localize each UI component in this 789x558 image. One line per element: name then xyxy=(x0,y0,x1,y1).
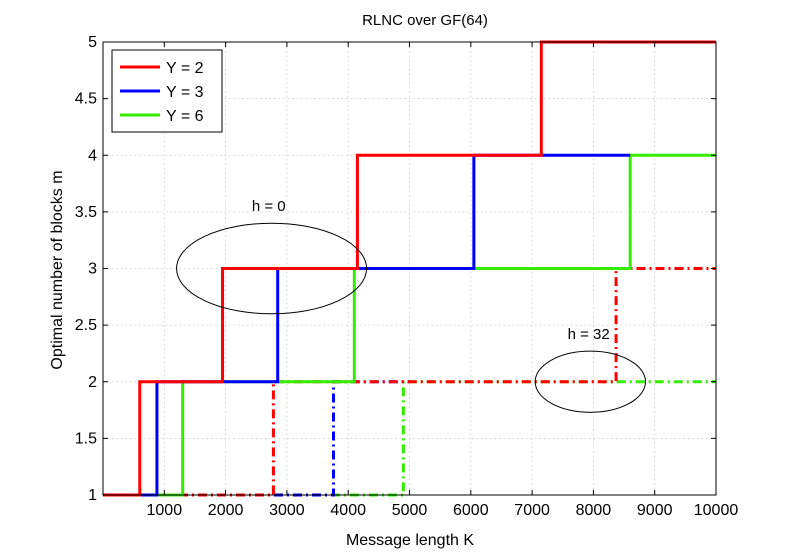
y-axis-label: Optimal number of blocks m xyxy=(49,170,66,369)
y-tick-label-3: 2.5 xyxy=(75,317,97,334)
x-tick-label-4: 5000 xyxy=(392,502,428,519)
annotation-ellipse-1 xyxy=(534,350,647,413)
x-tick-label-9: 10000 xyxy=(694,502,739,519)
legend-entry-2: Y = 6 xyxy=(166,108,204,125)
annotation-label-0: h = 0 xyxy=(252,198,286,215)
y-tick-label-5: 3.5 xyxy=(75,204,97,221)
x-tick-label-3: 4000 xyxy=(330,502,366,519)
y-tick-label-8: 5 xyxy=(88,34,97,51)
x-axis-label: Message length K xyxy=(346,532,474,549)
x-tick-label-6: 7000 xyxy=(514,502,550,519)
series-line-y2-h0 xyxy=(103,40,716,497)
annotation-label-1: h = 32 xyxy=(568,326,610,343)
annotations-group: h = 0 h = 32 xyxy=(176,198,647,413)
y-tick-label-0: 1 xyxy=(88,487,97,504)
series-group xyxy=(103,40,716,497)
y-tick-label-7: 4.5 xyxy=(75,91,97,108)
y-tick-label-2: 2 xyxy=(88,374,97,391)
annotation-ellipse-0 xyxy=(176,222,368,315)
y-tick-label-4: 3 xyxy=(88,261,97,278)
y-tick-label-1: 1.5 xyxy=(75,430,97,447)
series-line-y6-h32 xyxy=(103,380,716,497)
x-tick-label-2: 3000 xyxy=(269,502,305,519)
x-tick-label-0: 1000 xyxy=(147,502,183,519)
x-tick-label-8: 9000 xyxy=(637,502,673,519)
x-tick-label-1: 2000 xyxy=(208,502,244,519)
x-tick-label-7: 8000 xyxy=(576,502,612,519)
legend-entry-0: Y = 2 xyxy=(166,60,204,77)
x-tick-label-5: 6000 xyxy=(453,502,489,519)
legend-entry-1: Y = 3 xyxy=(166,84,204,101)
series-line-y6-h0 xyxy=(103,153,716,497)
y-tick-label-6: 4 xyxy=(88,147,97,164)
legend: Y = 2 Y = 3 Y = 6 xyxy=(111,49,223,133)
chart-title: RLNC over GF(64) xyxy=(362,12,488,29)
series-line-y3-h0 xyxy=(103,153,631,497)
ticks-group: 1000 2000 3000 4000 5000 6000 7000 8000 9000 1000… xyxy=(75,34,739,519)
